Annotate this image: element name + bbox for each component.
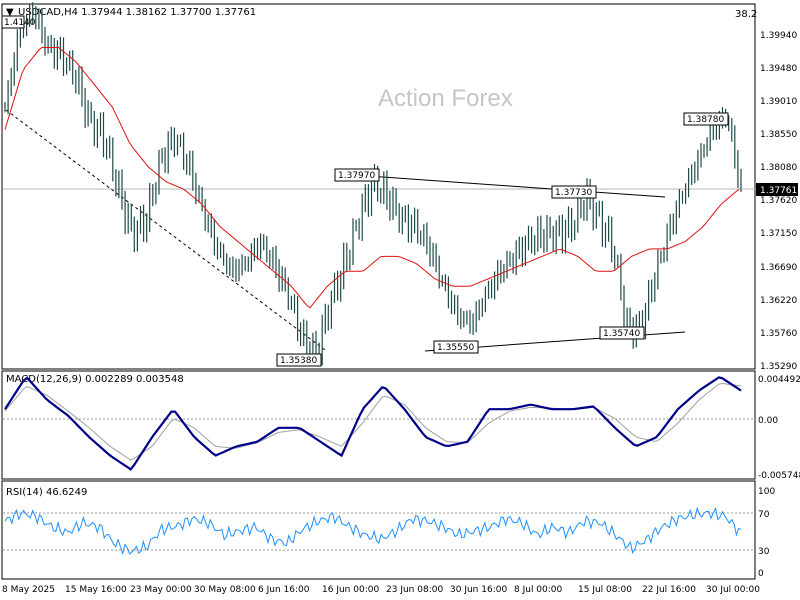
current-price-box	[756, 183, 798, 196]
macd-label: MACD(12,26,9) 0.002289 0.003548	[6, 374, 184, 385]
price-label-3: 1.37730	[551, 185, 597, 199]
macd-tick: 0.00	[758, 416, 778, 426]
svg-text:1.35740: 1.35740	[603, 329, 640, 339]
time-tick: 6 Jun 16:00	[258, 585, 310, 595]
time-tick: 16 Jun 00:00	[322, 585, 379, 595]
price-label-2: 1.37970	[334, 168, 380, 182]
price-tick: 1.37150	[760, 229, 797, 239]
macd-main-line	[4, 376, 742, 471]
time-tick: 15 May 16:00	[65, 585, 127, 595]
svg-text:1.4140: 1.4140	[4, 18, 36, 28]
time-tick: 23 May 00:00	[130, 585, 192, 595]
svg-text:1.38780: 1.38780	[687, 115, 724, 125]
price-tick: 1.38550	[760, 130, 797, 140]
price-tick: 1.39940	[760, 31, 797, 41]
svg-text:1.37970: 1.37970	[338, 171, 375, 181]
corner-value: 38.2	[735, 9, 757, 20]
time-tick: 23 Jun 08:00	[386, 585, 443, 595]
watermark: Action Forex	[378, 85, 513, 112]
time-tick: 8 May 2025	[2, 585, 55, 595]
time-tick: 30 May 08:00	[194, 585, 256, 595]
symbol-header: USDCAD,H4 1.37944 1.38162 1.37700 1.3776…	[18, 7, 256, 18]
rsi-tick: 0	[758, 569, 764, 579]
price-label-4: 1.38780	[683, 112, 729, 126]
price-label-1: 1.4140	[1, 15, 36, 29]
price-tick: 1.37620	[760, 196, 797, 206]
time-tick: 15 Jul 08:00	[578, 585, 632, 595]
rsi-label: RSI(14) 46.6249	[6, 487, 87, 498]
svg-text:1.35380: 1.35380	[280, 356, 317, 366]
time-tick: 22 Jul 16:00	[642, 585, 696, 595]
price-tick: 1.35760	[760, 329, 797, 339]
price-tick: 1.38080	[760, 163, 797, 173]
time-tick: 30 Jun 16:00	[450, 585, 507, 595]
price-tick: 1.39010	[760, 97, 797, 107]
rsi-panel	[1, 480, 756, 580]
moving-average-line	[4, 47, 740, 309]
rsi-tick: 30	[758, 547, 770, 557]
dashed-trendline	[5, 109, 326, 351]
time-tick: 30 Jul 00:00	[706, 585, 760, 595]
time-axis: 8 May 2025 15 May 16:00 23 May 00:00 30 …	[2, 585, 760, 595]
rsi-line	[4, 506, 742, 556]
menu-arrow-icon[interactable]: ▼	[6, 7, 14, 18]
macd-tick: -0.005748	[758, 471, 800, 481]
svg-text:1.35550: 1.35550	[437, 343, 474, 353]
price-tick: 1.39480	[760, 64, 797, 74]
current-price-label: 1.37761	[760, 186, 797, 196]
price-tick: 1.36690	[760, 263, 797, 273]
price-label-7: 1.35740	[599, 326, 645, 340]
macd-tick: 0.004492	[758, 375, 800, 385]
price-tick: 1.35290	[760, 362, 797, 372]
rsi-tick: 100	[758, 487, 775, 497]
macd-panel	[1, 370, 756, 480]
price-tick: 1.36220	[760, 296, 797, 306]
price-label-6: 1.35550	[433, 340, 479, 354]
price-panel	[1, 3, 756, 370]
price-label-5: 1.35380	[276, 353, 322, 367]
macd-signal-line	[4, 382, 742, 461]
price-axis: 1.39940 1.39480 1.39010 1.38550 1.38080 …	[760, 31, 797, 372]
upper-trendline	[367, 175, 666, 198]
svg-text:1.37730: 1.37730	[555, 188, 592, 198]
time-tick: 8 Jul 00:00	[514, 585, 563, 595]
rsi-tick: 70	[758, 510, 770, 520]
